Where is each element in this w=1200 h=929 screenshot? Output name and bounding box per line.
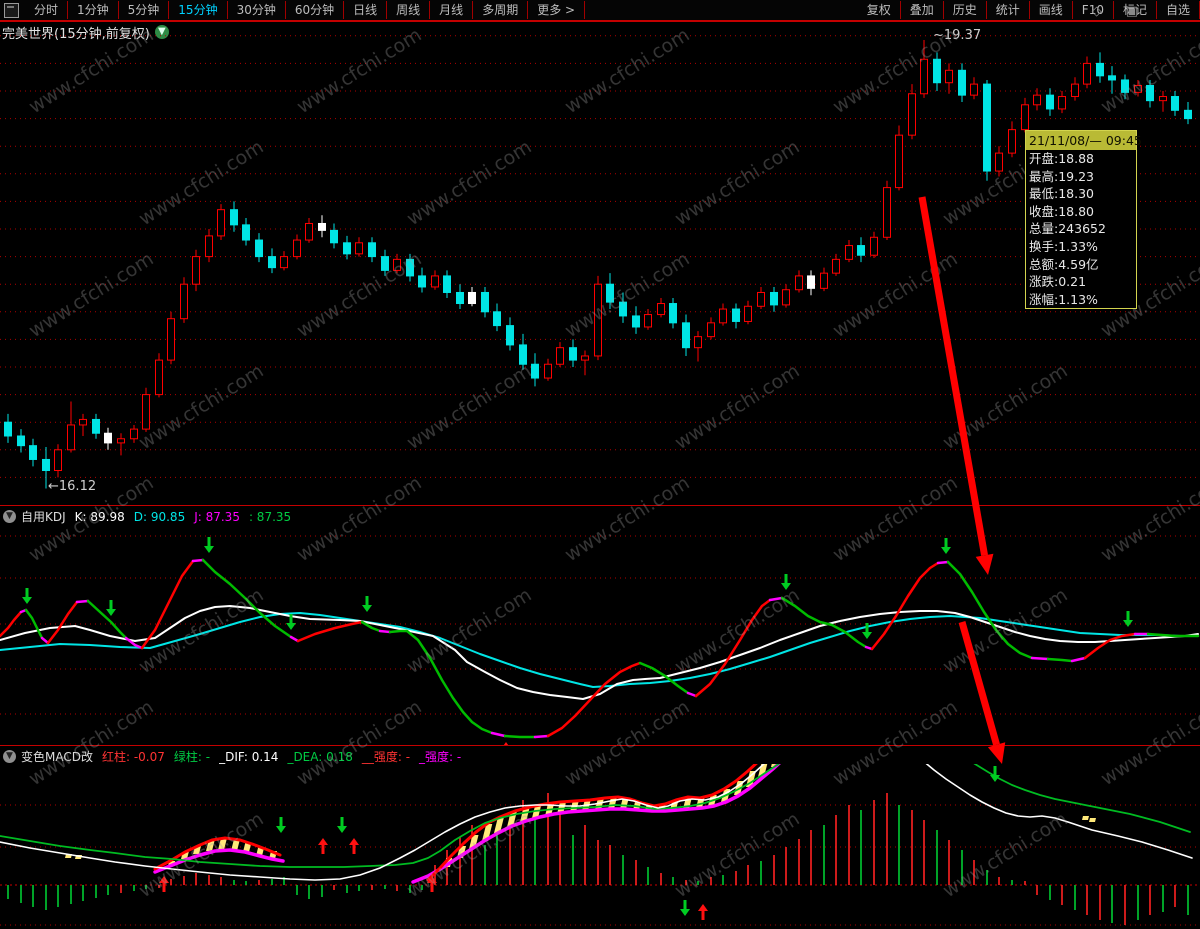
menu-item-9[interactable]: 多周期 <box>473 1 529 19</box>
menu-item-5[interactable]: 60分钟 <box>286 1 345 19</box>
tooltip-row: 收盘:18.80 <box>1029 203 1094 219</box>
candlestick-chart[interactable] <box>0 22 1200 505</box>
tooltip-row: 总量:243652 <box>1029 221 1106 237</box>
tooltip-row: 开盘:18.88 <box>1029 151 1094 166</box>
macd-values: 红柱: -0.07 绿柱: - _DIF: 0.14 _DEA: 0.18 __强度: … <box>93 748 461 765</box>
tool-menu-item-4[interactable]: 画线 <box>1030 1 1073 19</box>
tool-menu-item-5[interactable]: F10 <box>1073 1 1114 19</box>
indicator-value: D: 90.85 <box>133 509 186 524</box>
collapse-chevron-icon[interactable]: ▼ <box>3 510 16 523</box>
menu-item-2[interactable]: 5分钟 <box>119 1 170 19</box>
indicator-value: __强度: - <box>361 750 411 764</box>
pane-separator <box>0 745 1200 746</box>
indicator-value: _DEA: 0.18 <box>287 750 353 764</box>
menu-item-0[interactable]: 分时 <box>25 1 69 19</box>
candles-layer <box>4 39 1192 489</box>
kdj-indicator-name[interactable]: 自用KDJ <box>21 510 66 524</box>
tooltip-datetime: 21/11/08/— 09:45 <box>1026 131 1142 150</box>
tooltip-row: 涨跌:0.21 <box>1029 274 1087 290</box>
tooltip-row: 换手:1.33% <box>1029 238 1098 254</box>
page-title: 完美世界(15分钟,前复权) <box>2 26 150 42</box>
menu-item-7[interactable]: 周线 <box>387 1 431 19</box>
menu-item-1[interactable]: 1分钟 <box>68 1 119 19</box>
indicator-value: J: 87.35 <box>194 509 240 524</box>
tooltip-row: 涨幅:1.13% <box>1029 291 1098 307</box>
tooltip-row: 最高:19.23 <box>1029 168 1094 184</box>
tool-menu-item-1[interactable]: 叠加 <box>901 1 944 19</box>
indicator-value: : 87.35 <box>248 509 292 524</box>
menu-item-8[interactable]: 月线 <box>430 1 474 19</box>
high-price-label: ~19.37 <box>933 28 982 43</box>
title-bar: 完美世界(15分钟,前复权) ▼ <box>0 22 1200 42</box>
indicator-value: _DIF: 0.14 <box>219 750 279 764</box>
tooltip-row: 总额:4.59亿 <box>1029 256 1099 272</box>
tooltip-body: 开盘:18.88 最高:19.23 最低:18.30 收盘:18.80 总量:24365… <box>1026 150 1136 308</box>
indicator-value: _强度: - <box>419 750 462 764</box>
low-price-label: ←16.12 <box>48 479 97 494</box>
tool-menu-item-0[interactable]: 复权 <box>858 1 901 19</box>
indicator-value: 绿柱: - <box>173 750 211 764</box>
indicator-value: 红柱: -0.07 <box>101 750 165 764</box>
period-menu-left: 分时 1分钟 5分钟 15分钟 30分钟 60分钟 日线 周线 月线 多周期 更多 > <box>0 1 858 19</box>
collapse-chevron-icon[interactable]: ▼ <box>3 750 16 763</box>
menu-item-6[interactable]: 日线 <box>344 1 388 19</box>
tools-menu-right: 复权 叠加 历史 统计 画线 F10 标记 自选 <box>858 1 1200 19</box>
tool-menu-item-7[interactable]: 自选 <box>1157 1 1200 19</box>
chart-corner-icons[interactable]: ◇ ▣ <box>1091 4 1148 19</box>
kdj-chart[interactable] <box>0 526 1200 745</box>
pane-separator <box>0 505 1200 506</box>
tooltip-row: 最低:18.30 <box>1029 186 1094 202</box>
ohlc-tooltip: 21/11/08/— 09:45 开盘:18.88 最高:19.23 最低:18.3… <box>1025 130 1142 310</box>
indicator-value: K: 89.98 <box>74 509 125 524</box>
menu-item-10[interactable]: 更多 > <box>528 1 586 19</box>
macd-indicator-name[interactable]: 变色MACD改 <box>21 750 93 764</box>
menu-item-4[interactable]: 30分钟 <box>228 1 286 19</box>
menu-item-3[interactable]: 15分钟 <box>169 1 228 19</box>
tool-menu-item-6[interactable]: 标记 <box>1114 1 1157 19</box>
tool-menu-item-2[interactable]: 历史 <box>944 1 987 19</box>
macd-header: ▼ 变色MACD改 红柱: -0.07 绿柱: - _DIF: 0.14 _DEA: … <box>0 747 1200 766</box>
app-grid-icon[interactable] <box>4 2 19 18</box>
kdj-header: ▼ 自用KDJ K: 89.98 D: 90.85 J: 87.35 : 87.35 <box>0 507 1200 526</box>
macd-chart[interactable] <box>0 764 1200 929</box>
tool-menu-item-3[interactable]: 统计 <box>987 1 1030 19</box>
kdj-values: K: 89.98 D: 90.85 J: 87.35 : 87.35 <box>66 510 292 524</box>
period-menubar: 分时 1分钟 5分钟 15分钟 30分钟 60分钟 日线 周线 月线 多周期 更多 > 复权 叠加 历史… <box>0 0 1200 22</box>
